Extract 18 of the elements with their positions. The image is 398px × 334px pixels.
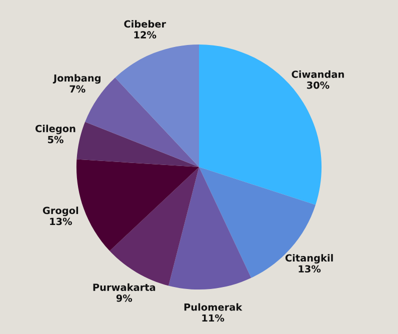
slice-label: Jombang — [52, 74, 100, 84]
data-label: 30% — [306, 81, 330, 89]
pie-slice — [115, 44, 199, 167]
slice-label: Ciwandan — [292, 70, 344, 78]
slice-label: Citangkil — [285, 254, 333, 264]
data-label: 5% — [48, 136, 64, 144]
data-label: 13% — [50, 218, 72, 226]
slice-label: Grogol — [42, 206, 78, 216]
slice-label: Pulomerak — [184, 303, 242, 311]
data-label: 13% — [298, 265, 321, 273]
slice-label: Cilegon — [35, 124, 76, 134]
data-label: 7% — [70, 85, 86, 93]
slice-label: Cibeber — [124, 20, 166, 28]
pie-slice — [76, 159, 199, 251]
data-label: 9% — [116, 294, 132, 302]
data-label: 11% — [202, 314, 224, 322]
slice-label: Purwakarta — [93, 283, 156, 291]
data-label: 12% — [134, 31, 156, 39]
